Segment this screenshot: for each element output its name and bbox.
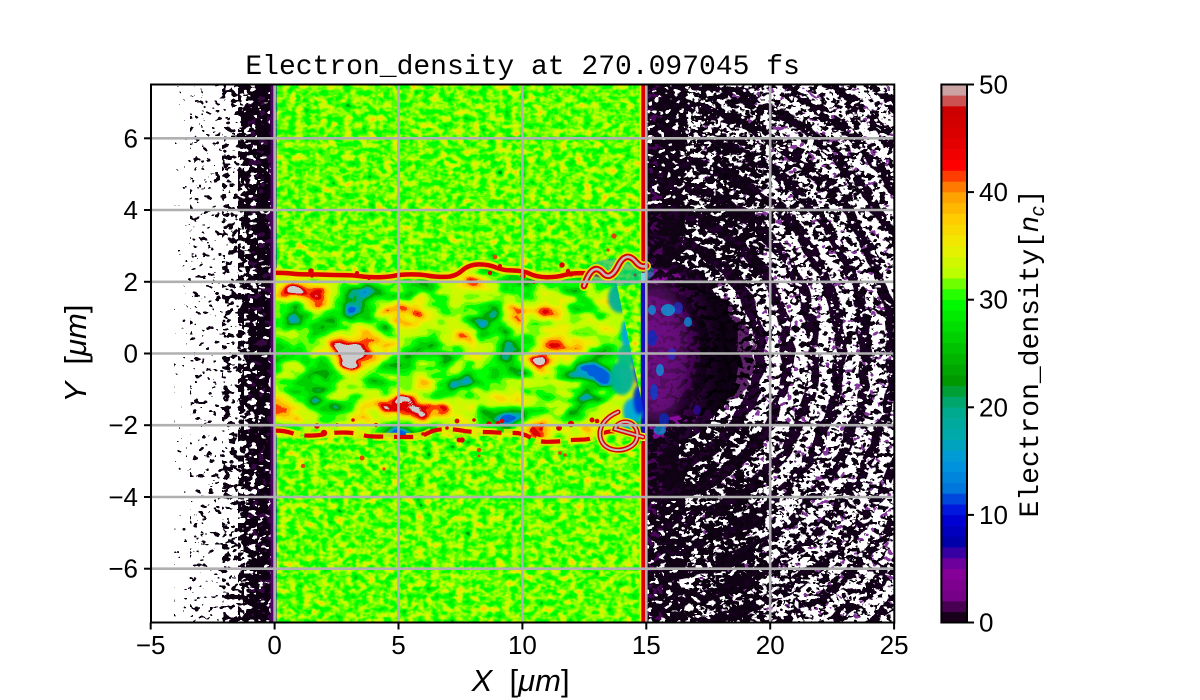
svg-text:30: 30 <box>979 285 1008 315</box>
svg-text:6: 6 <box>124 123 138 153</box>
svg-text:−6: −6 <box>108 554 138 584</box>
svg-text:0: 0 <box>124 339 138 369</box>
svg-text:−5: −5 <box>136 630 166 660</box>
svg-text:50: 50 <box>979 70 1008 100</box>
svg-text:X [μm]: X [μm] <box>471 663 570 698</box>
svg-text:20: 20 <box>979 392 1008 422</box>
svg-text:Electron_density[nc]: Electron_density[nc] <box>1013 189 1049 517</box>
svg-text:40: 40 <box>979 177 1008 207</box>
svg-text:10: 10 <box>979 500 1008 530</box>
svg-text:Electron_density at 270.097045: Electron_density at 270.097045 fs <box>245 52 800 83</box>
svg-text:15: 15 <box>632 630 661 660</box>
svg-text:20: 20 <box>756 630 785 660</box>
svg-text:10: 10 <box>508 630 537 660</box>
svg-text:2: 2 <box>124 267 138 297</box>
svg-text:5: 5 <box>391 630 405 660</box>
svg-text:Y [μm]: Y [μm] <box>58 305 93 403</box>
svg-text:−4: −4 <box>108 482 138 512</box>
svg-text:−2: −2 <box>108 410 138 440</box>
svg-text:25: 25 <box>880 630 909 660</box>
svg-text:0: 0 <box>979 608 993 638</box>
svg-text:0: 0 <box>267 630 281 660</box>
svg-text:4: 4 <box>124 195 138 225</box>
